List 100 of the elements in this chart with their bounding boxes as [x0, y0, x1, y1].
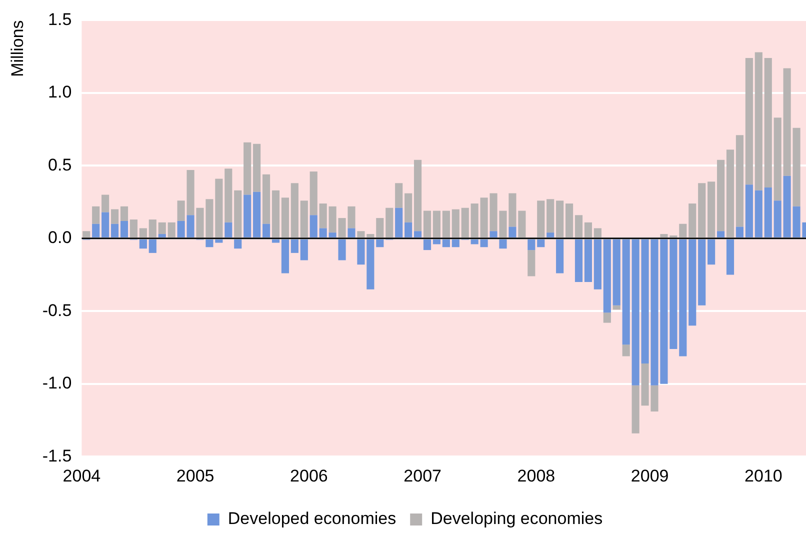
bar: [716, 160, 725, 232]
bar: [508, 226, 516, 238]
bar: [708, 182, 716, 238]
bar: [234, 239, 242, 249]
bar: [698, 183, 706, 238]
bar: [745, 58, 753, 185]
bar: [442, 239, 450, 248]
bar: [158, 234, 166, 238]
x-tick-label: 2004: [62, 466, 101, 486]
bar: [395, 183, 403, 208]
bar: [148, 239, 156, 253]
bar: [281, 239, 289, 274]
y-tick-label: 0.5: [48, 155, 72, 174]
bar: [565, 203, 574, 238]
bar: [698, 239, 706, 306]
bar: [622, 239, 630, 345]
bar: [224, 222, 232, 238]
bar: [708, 239, 716, 265]
bar: [404, 222, 412, 238]
bar: [612, 239, 620, 306]
bar: [584, 222, 592, 238]
bar: [537, 200, 545, 238]
bar: [290, 183, 298, 238]
bar: [432, 239, 440, 244]
legend-label: Developing economies: [430, 509, 603, 528]
bar: [679, 224, 687, 238]
bar: [319, 203, 327, 228]
bar: [290, 239, 298, 253]
bar: [574, 239, 583, 282]
bar: [234, 190, 242, 238]
bar: [461, 208, 469, 238]
bar: [764, 187, 772, 238]
bar: [224, 168, 232, 222]
bar: [253, 192, 261, 238]
bar: [470, 203, 478, 238]
bar: [754, 52, 762, 190]
bar: [736, 226, 744, 238]
bar: [300, 200, 308, 238]
bar: [158, 222, 166, 234]
bar: [376, 218, 384, 238]
bar: [148, 219, 156, 238]
x-tick-label: 2008: [517, 466, 556, 486]
bar: [404, 193, 412, 222]
bar: [546, 232, 554, 238]
bar: [357, 231, 365, 238]
bar: [603, 312, 611, 323]
y-tick-label: 1.0: [48, 82, 72, 102]
bar: [603, 239, 611, 313]
bar: [92, 206, 100, 224]
bar: [244, 194, 252, 238]
bar: [215, 239, 223, 243]
bar: [423, 239, 432, 250]
y-tick-label: -1.0: [42, 374, 72, 393]
bar: [139, 239, 147, 249]
bar: [338, 239, 346, 260]
bar: [281, 198, 289, 238]
bar: [414, 160, 422, 232]
bar: [490, 231, 498, 238]
bar: [574, 215, 583, 238]
bar: [774, 118, 782, 201]
bar: [328, 232, 336, 238]
bar: [452, 239, 460, 248]
bar: [130, 219, 138, 238]
bar: [726, 150, 734, 238]
y-tick-label: 1.5: [48, 10, 72, 29]
bar: [348, 228, 356, 238]
bar: [357, 239, 365, 265]
bar: [120, 206, 128, 221]
bar: [745, 184, 753, 238]
bar: [272, 190, 280, 238]
bar: [244, 142, 252, 195]
bar: [110, 209, 119, 224]
bar: [537, 239, 545, 248]
bar: [102, 194, 110, 212]
y-tick-label: 0.0: [48, 228, 72, 248]
bar: [716, 231, 725, 238]
bar: [726, 239, 734, 275]
x-tick-label: 2006: [290, 466, 328, 486]
bar: [82, 231, 90, 238]
bar: [736, 135, 744, 227]
bar: [366, 239, 374, 290]
y-tick-label: -1.5: [42, 446, 72, 466]
bar: [452, 209, 460, 238]
bar: [92, 224, 100, 238]
bar: [272, 239, 280, 243]
bar: [584, 239, 592, 282]
bar: [310, 171, 318, 216]
bar: [366, 234, 374, 238]
bar: [310, 215, 318, 238]
bar: [110, 224, 119, 238]
y-axis-title: Millions: [8, 20, 27, 77]
bar: [546, 199, 554, 233]
legend-label: Developed economies: [228, 509, 396, 528]
y-tick-label: -0.5: [42, 300, 72, 320]
bar: [253, 144, 261, 192]
bar: [423, 210, 432, 238]
x-tick-label: 2007: [404, 466, 442, 486]
bar: [262, 174, 270, 224]
bar: [215, 178, 223, 238]
bar: [556, 239, 564, 274]
